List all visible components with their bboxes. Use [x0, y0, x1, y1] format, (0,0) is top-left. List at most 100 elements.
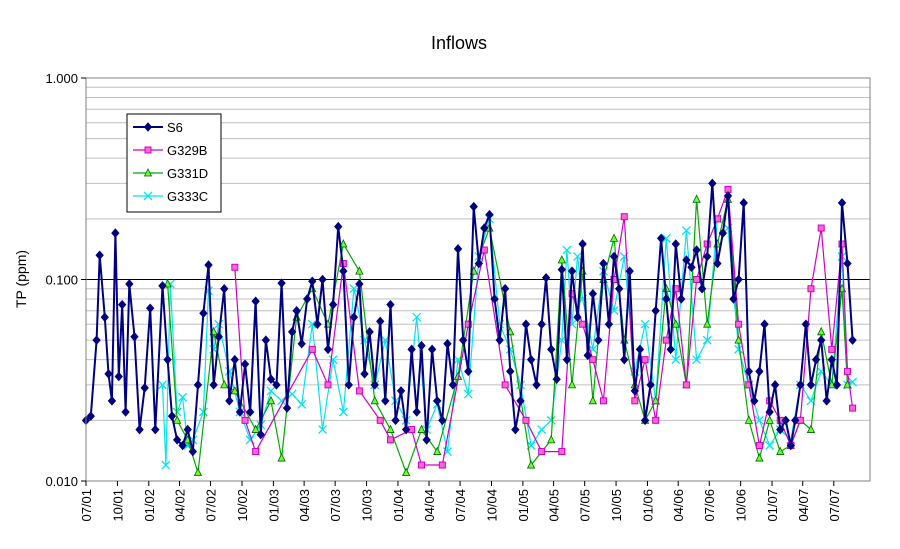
data-point-g333c [277, 396, 287, 406]
data-point-g331d [651, 395, 660, 405]
data-point-s6 [791, 415, 800, 426]
data-point-s6 [843, 258, 852, 269]
data-point-s6 [541, 273, 551, 283]
data-point-s6 [199, 308, 208, 319]
data-point-s6 [209, 380, 218, 390]
x-tick-label: 01/06 [640, 489, 655, 522]
data-point-s6 [583, 350, 592, 361]
data-point-s6 [178, 440, 187, 451]
data-point-s6 [651, 305, 660, 316]
data-point-s6 [100, 312, 109, 322]
data-point-g329b [386, 436, 394, 444]
data-point-s6 [146, 303, 155, 314]
data-point-g329b [693, 276, 701, 283]
data-point-s6 [744, 366, 753, 377]
data-point-s6 [318, 274, 327, 285]
data-point-g333c [640, 319, 650, 329]
data-point-s6 [422, 435, 431, 445]
data-point-s6 [292, 305, 301, 316]
data-point-g329b [843, 367, 851, 375]
data-point-s6 [240, 359, 250, 369]
data-point-s6 [801, 319, 810, 329]
data-point-g333c [765, 441, 775, 450]
data-point-s6 [739, 198, 748, 208]
data-point-s6 [183, 424, 192, 435]
x-tick-label: 10/04 [484, 489, 499, 522]
x-tick-label: 07/03 [328, 489, 343, 522]
data-point-g329b [631, 397, 639, 405]
legend-label-g331d: G331D [167, 166, 208, 181]
data-point-s6 [776, 424, 785, 435]
data-point-s6 [140, 383, 149, 393]
data-point-s6 [334, 221, 343, 232]
data-point-g333c [537, 425, 547, 435]
data-point-s6 [130, 331, 139, 342]
data-point-g329b [538, 448, 546, 456]
x-tick-label: 07/02 [204, 489, 219, 522]
data-point-g329b [652, 416, 660, 424]
y-axis-label: TP (ppm) [13, 250, 29, 308]
data-point-g331d [193, 467, 203, 477]
data-point-s6 [339, 266, 348, 276]
data-point-s6 [625, 266, 634, 276]
data-point-s6 [640, 415, 650, 426]
data-point-g333c [573, 252, 582, 261]
data-point-g331d [220, 379, 229, 389]
data-point-g333c [161, 460, 171, 470]
data-point-s6 [313, 319, 322, 329]
data-point-g331d [386, 424, 395, 433]
data-point-s6 [837, 198, 847, 208]
data-point-s6 [635, 344, 645, 355]
data-point-s6 [86, 411, 95, 421]
data-point-g331d [557, 255, 566, 264]
y-tick-label: 0.010 [45, 474, 78, 489]
data-point-s6 [806, 380, 816, 390]
x-tick-label: 01/07 [765, 489, 780, 522]
data-point-s6 [588, 288, 598, 299]
data-point-s6 [552, 374, 561, 384]
series-layer [81, 178, 858, 477]
data-point-s6 [151, 424, 160, 435]
data-point-s6 [521, 319, 531, 329]
data-point-s6 [114, 371, 123, 382]
data-point-g333c [349, 284, 359, 294]
data-point-s6 [609, 251, 619, 262]
x-tick-label: 01/02 [142, 489, 157, 522]
x-tick-label: 07/07 [827, 489, 842, 522]
data-point-g329b [755, 442, 763, 450]
x-tick-label: 07/05 [578, 489, 593, 522]
data-point-g329b [376, 416, 384, 424]
legend-marker-g329b [144, 146, 152, 154]
chart-title: Inflows [431, 33, 487, 53]
x-tick-label: 07/01 [79, 489, 94, 522]
data-point-g331d [806, 424, 816, 433]
data-point-g331d [755, 453, 764, 462]
data-point-s6 [308, 276, 317, 287]
x-tick-label: 10/05 [609, 489, 624, 522]
data-point-s6 [796, 380, 805, 390]
data-point-s6 [604, 319, 614, 329]
data-point-g331d [567, 379, 577, 389]
data-point-g333c [266, 386, 276, 396]
data-point-s6 [193, 380, 203, 390]
data-point-g333c [157, 380, 167, 390]
data-point-s6 [547, 344, 556, 355]
data-point-s6 [682, 255, 691, 265]
data-point-g333c [734, 344, 744, 354]
data-point-s6 [480, 223, 489, 233]
data-point-s6 [443, 338, 452, 349]
data-point-g331d [266, 395, 276, 405]
data-point-s6 [235, 407, 245, 417]
data-point-s6 [822, 396, 831, 406]
x-tick-label: 07/04 [453, 489, 468, 522]
data-point-g329b [558, 448, 566, 456]
data-point-s6 [104, 369, 113, 379]
data-point-s6 [287, 327, 297, 337]
data-point-g331d [277, 453, 286, 462]
data-point-g329b [662, 336, 670, 344]
data-point-s6 [485, 209, 494, 220]
legend-marker-g331d [143, 168, 153, 177]
x-tick-label: 10/01 [110, 489, 125, 522]
data-point-s6 [786, 440, 795, 451]
